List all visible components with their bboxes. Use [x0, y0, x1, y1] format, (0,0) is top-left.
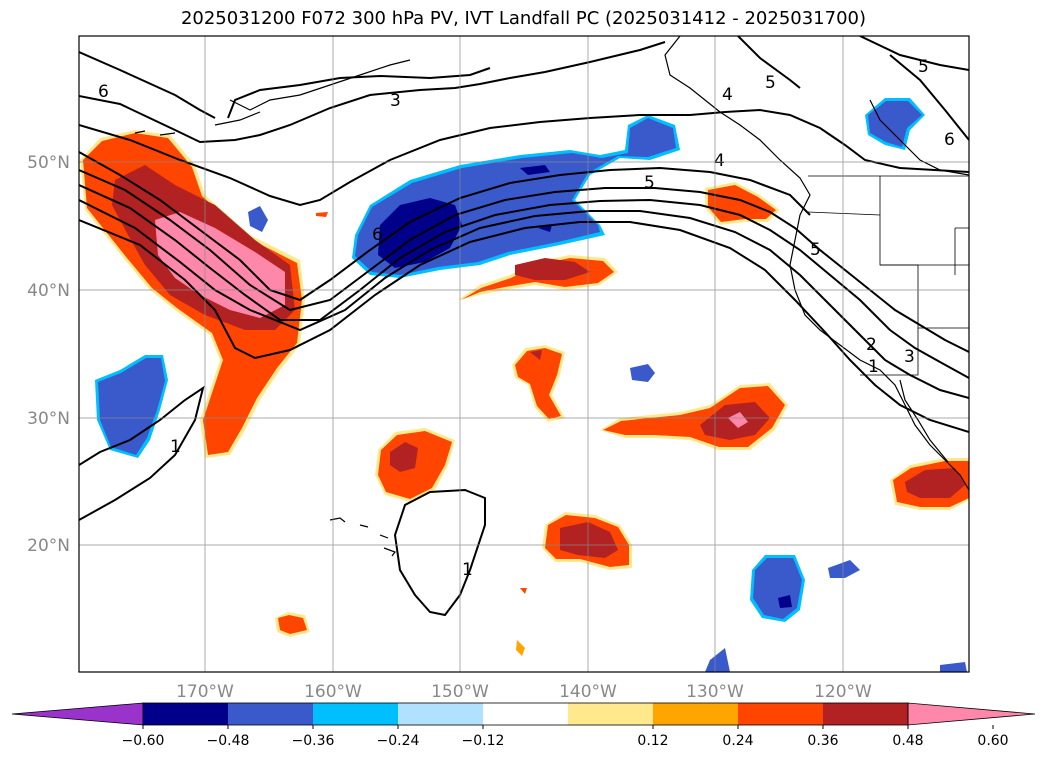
- colorbar-tick-label: 0.48: [892, 733, 923, 749]
- contour-label: 1: [868, 357, 879, 377]
- lon-label: 160°W: [304, 682, 362, 702]
- lon-labels: 170°W 160°W 150°W 140°W 130°W 120°W: [176, 682, 872, 702]
- colorbar-segment: [568, 703, 653, 725]
- colorbar-segment: [483, 703, 568, 725]
- colorbar-extend-high: [907, 702, 1036, 726]
- colorbar-tick-label: 0.36: [807, 733, 838, 749]
- lat-labels: 50°N 40°N 30°N 20°N: [27, 153, 70, 556]
- contour-label: 5: [644, 173, 655, 193]
- lat-label: 40°N: [27, 281, 70, 301]
- colorbar-tick-label: −0.36: [292, 733, 335, 749]
- contour-label: 5: [810, 240, 821, 260]
- map-title: 2025031200 F072 300 hPa PV, IVT Landfall…: [180, 8, 867, 29]
- contour-labels: 6 3 5 4 5 4 6 5 6 5 2 3 1 1 1: [98, 57, 955, 580]
- colorbar-segment: [653, 703, 738, 725]
- colorbar: −0.60 −0.48 −0.36 −0.24 −0.12 0.12 0.24 0.36 0.4…: [11, 702, 1036, 749]
- lon-label: 170°W: [176, 682, 234, 702]
- colorbar-tick-label: 0.60: [977, 733, 1008, 749]
- contour-label: 6: [944, 130, 955, 150]
- colorbar-extend-low: [11, 702, 144, 726]
- map-frame: [78, 35, 970, 673]
- borders: [807, 175, 969, 376]
- negative-anomaly-small: [248, 206, 268, 232]
- negative-anomaly-central: [352, 115, 680, 278]
- colorbar-segment: [313, 703, 398, 725]
- contour-label: 3: [390, 91, 401, 111]
- positive-anomaly-patches: [275, 182, 969, 656]
- colorbar-segment: [228, 703, 313, 725]
- contour-label: 1: [170, 437, 181, 457]
- contour-label: 5: [765, 73, 776, 93]
- contour-label: 5: [918, 57, 929, 77]
- colorbar-segment: [143, 703, 228, 725]
- contour-label: 6: [372, 225, 383, 245]
- colorbar-segment: [738, 703, 823, 725]
- contour-label: 1: [462, 560, 473, 580]
- colorbar-tick-label: 0.12: [637, 733, 668, 749]
- contour-label: 2: [866, 335, 877, 355]
- colorbar-tick-label: −0.24: [377, 733, 420, 749]
- colorbar-tick-label: −0.60: [122, 733, 165, 749]
- contour-label: 3: [904, 347, 915, 367]
- colorbar-outline: [142, 702, 909, 726]
- colorbar-tick-label: 0.24: [722, 733, 753, 749]
- contour-label: 4: [722, 85, 733, 105]
- contour-label: 4: [714, 151, 725, 171]
- colorbar-segment: [398, 703, 483, 725]
- colorbar-tick-label: −0.12: [462, 733, 505, 749]
- gridlines: [79, 36, 969, 672]
- colorbar-tick-label: −0.48: [207, 733, 250, 749]
- lat-label: 50°N: [27, 153, 70, 173]
- lon-label: 150°W: [431, 682, 489, 702]
- lon-label: 120°W: [814, 682, 872, 702]
- map-fields: 6 3 5 4 5 4 6 5 6 5 2 3 1 1 1: [79, 36, 969, 672]
- contour-label: 6: [98, 82, 109, 102]
- lat-label: 30°N: [27, 409, 70, 429]
- lon-label: 130°W: [686, 682, 744, 702]
- colorbar-segment: [823, 703, 908, 725]
- lat-label: 20°N: [27, 536, 70, 556]
- lon-label: 140°W: [559, 682, 617, 702]
